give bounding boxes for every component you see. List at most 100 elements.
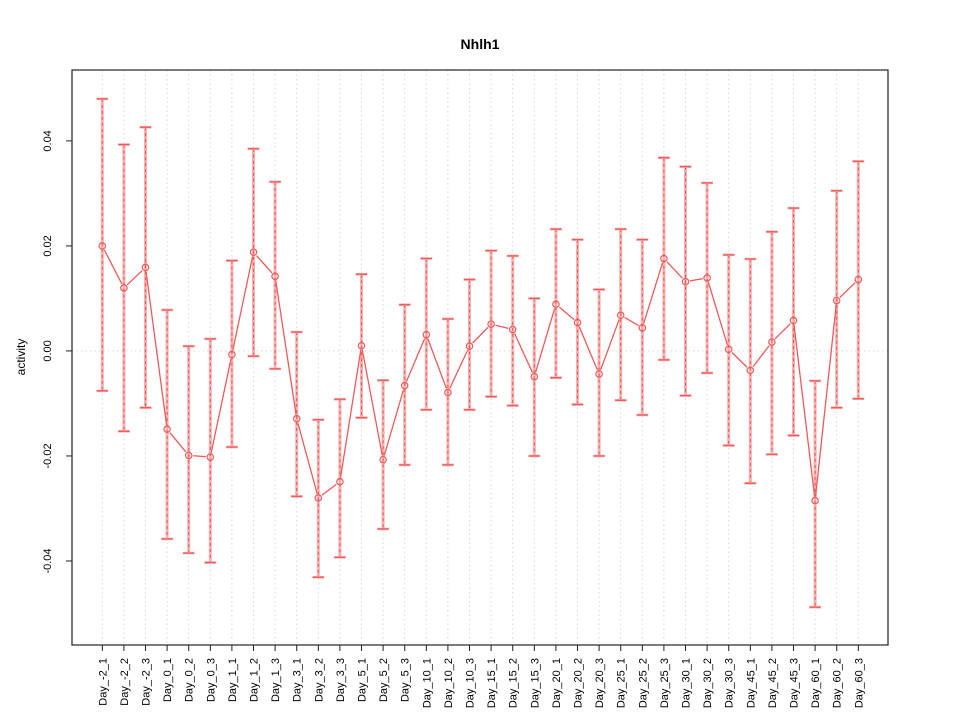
x-tick-label: Day_60_3 xyxy=(853,658,865,708)
data-point-marker xyxy=(271,272,279,281)
data-point-marker xyxy=(724,345,733,354)
data-point-marker xyxy=(595,370,603,378)
series-segment xyxy=(256,255,273,274)
series-segment xyxy=(210,358,232,453)
x-tick-label: Day_20_1 xyxy=(551,658,563,708)
x-tick-label: Day_25_3 xyxy=(659,658,671,708)
data-point-marker xyxy=(249,248,258,257)
series-segment xyxy=(361,349,383,456)
data-point-marker xyxy=(228,350,236,359)
x-tick-label: Day_25_2 xyxy=(637,658,649,708)
series-segment xyxy=(321,483,337,496)
data-point-marker xyxy=(832,296,841,305)
series-segment xyxy=(643,262,664,324)
x-tick-label: Day_15_3 xyxy=(529,658,541,708)
series-segment xyxy=(513,333,534,373)
x-tick-label: Day_25_1 xyxy=(616,658,628,708)
data-point-marker xyxy=(573,318,582,327)
series-segment xyxy=(383,389,405,456)
x-tick-label: Day_5_2 xyxy=(378,658,390,702)
series-segment xyxy=(600,319,620,371)
x-tick-label: Day_0_3 xyxy=(205,658,217,702)
y-tick-label: -0.04 xyxy=(42,548,54,573)
series-segment xyxy=(275,280,297,415)
data-point-marker xyxy=(98,242,107,250)
x-tick-label: Day_60_1 xyxy=(810,658,822,708)
x-tick-label: Day_30_3 xyxy=(724,658,736,708)
data-point-marker xyxy=(681,277,690,286)
series-segment xyxy=(145,271,168,425)
series-segment xyxy=(707,282,729,346)
x-tick-label: Day_1_2 xyxy=(249,658,261,702)
series-segment xyxy=(169,432,187,453)
data-point-marker xyxy=(508,325,517,334)
series-segment xyxy=(103,249,123,285)
data-point-marker xyxy=(616,311,625,320)
series-segment xyxy=(774,323,791,340)
data-point-marker xyxy=(292,414,301,423)
y-tick-label: 0.04 xyxy=(42,130,54,151)
x-tick-label: Day_10_1 xyxy=(421,658,433,708)
data-point-marker xyxy=(746,366,755,375)
y-tick-label: -0.02 xyxy=(42,443,54,468)
data-point-marker xyxy=(141,263,150,272)
series-segment xyxy=(126,270,143,286)
x-tick-label: Day_3_1 xyxy=(292,658,304,702)
x-tick-label: Day_5_3 xyxy=(400,658,412,702)
x-tick-label: Day_1_3 xyxy=(270,658,282,702)
x-tick-label: Day_60_2 xyxy=(832,658,844,708)
x-tick-label: Day_5_1 xyxy=(357,658,369,702)
series-segment xyxy=(472,326,489,344)
series-segment xyxy=(731,352,748,368)
series-segment xyxy=(814,304,837,497)
chart-title: Nhlh1 xyxy=(461,36,500,52)
x-tick-label: Day_0_1 xyxy=(162,658,174,702)
x-tick-label: Day_10_2 xyxy=(443,658,455,708)
plot-area-border xyxy=(71,69,889,646)
x-tick-label: Day_3_3 xyxy=(335,658,347,702)
series-segment xyxy=(495,324,509,329)
error-bars-group xyxy=(96,97,865,609)
x-tick-label: Day_45_1 xyxy=(745,658,757,708)
x-tick-label: Day_-2_2 xyxy=(119,658,131,706)
data-point-marker xyxy=(422,330,431,339)
data-point-marker xyxy=(184,451,193,460)
series-segment xyxy=(839,282,856,298)
x-tick-label: Day_1_1 xyxy=(227,658,239,702)
data-point-marker xyxy=(465,342,474,351)
data-point-marker xyxy=(400,381,409,390)
data-point-marker xyxy=(811,496,819,505)
data-point-marker xyxy=(530,372,539,381)
data-point-marker xyxy=(638,324,647,332)
data-point-marker xyxy=(206,453,215,461)
data-point-marker xyxy=(379,455,387,464)
data-point-marker xyxy=(703,274,711,282)
series-segment xyxy=(449,350,469,389)
series-segment xyxy=(666,261,683,279)
x-tick-label: Day_-2_1 xyxy=(97,658,109,706)
x-tick-label: Day_30_1 xyxy=(681,658,693,708)
data-point-marker xyxy=(552,300,560,309)
series-line-group xyxy=(103,249,856,497)
x-tick-label: Day_20_3 xyxy=(594,658,606,708)
data-point-marker xyxy=(163,425,171,433)
x-tick-label: Day_3_2 xyxy=(313,658,325,702)
data-point-marker xyxy=(660,254,668,263)
data-point-markers-group xyxy=(98,242,863,505)
x-tick-label: Day_-2_3 xyxy=(141,658,153,706)
data-point-marker xyxy=(487,320,495,328)
series-segment xyxy=(193,455,206,458)
series-segment xyxy=(558,306,575,321)
gridlines-group xyxy=(72,70,888,645)
y-tick-label: 0.00 xyxy=(42,340,54,361)
y-tick-label: 0.02 xyxy=(42,235,54,256)
data-point-marker xyxy=(768,338,776,346)
series-segment xyxy=(793,324,816,497)
x-tick-label: Day_15_1 xyxy=(486,658,498,708)
data-point-marker xyxy=(357,341,366,350)
axes-group: Day_-2_1 Day_-2_2 Day_-2_3 Day_0_1 Day_0_2 Da… xyxy=(42,130,865,708)
data-point-marker xyxy=(444,388,452,397)
data-point-marker xyxy=(336,477,344,486)
